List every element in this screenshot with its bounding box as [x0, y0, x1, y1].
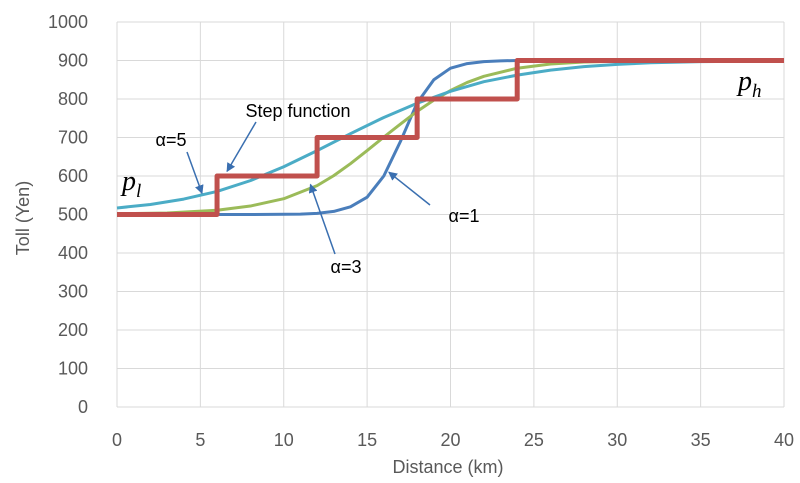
x-tick-label: 15: [357, 430, 377, 450]
y-tick-label: 400: [58, 243, 88, 263]
step-function-annotation: Step function: [245, 101, 350, 121]
alpha-1-annotation: α=1: [449, 206, 480, 226]
y-tick-label: 0: [78, 397, 88, 417]
x-tick-label: 10: [274, 430, 294, 450]
x-tick-label: 25: [524, 430, 544, 450]
p-low-label: pl: [120, 166, 141, 202]
alpha-1-arrow: [388, 171, 431, 206]
x-tick-label: 5: [195, 430, 205, 450]
x-tick-label: 0: [112, 430, 122, 450]
alpha-3-annotation: α=3: [331, 257, 362, 277]
step-function-line: [117, 58, 784, 217]
x-tick-label: 20: [440, 430, 460, 450]
alpha-3-arrow: [308, 183, 336, 255]
y-tick-label: 300: [58, 282, 88, 302]
axis-ticks: 0 100 200 300 400 500 600 700 800 900 1000 0 5 10 15 20…: [48, 12, 794, 450]
x-tick-label: 35: [691, 430, 711, 450]
y-axis-label: Toll (Yen): [13, 181, 33, 255]
step-function-arrow: [226, 121, 257, 173]
p-high-label: ph: [736, 66, 762, 102]
x-tick-label: 30: [607, 430, 627, 450]
alpha-5-annotation: α=5: [156, 130, 187, 150]
y-tick-label: 100: [58, 359, 88, 379]
x-axis-label: Distance (km): [392, 457, 503, 477]
y-tick-label: 600: [58, 166, 88, 186]
y-tick-label: 700: [58, 128, 88, 148]
series-layer: [116, 58, 785, 217]
y-tick-label: 800: [58, 89, 88, 109]
y-tick-label: 900: [58, 51, 88, 71]
alpha-5-arrow: [186, 151, 204, 195]
x-tick-label: 40: [774, 430, 794, 450]
y-tick-label: 1000: [48, 12, 88, 32]
y-tick-label: 500: [58, 205, 88, 225]
y-tick-label: 200: [58, 320, 88, 340]
annotations: Step function α=5 α=3 α=1 pl ph: [120, 66, 762, 277]
